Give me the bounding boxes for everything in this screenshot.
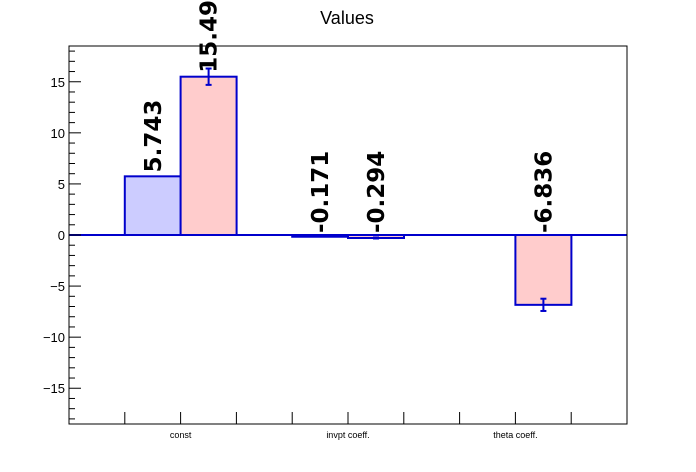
- labels-layer: 5.743 -0.171 15.495 -0.294 -6.836: [141, 0, 558, 233]
- x-category-label: invpt coeff.: [326, 430, 369, 440]
- bar-const-s1: [123, 175, 182, 237]
- chart-title: Values: [320, 8, 374, 28]
- bar-const-s2: [179, 75, 238, 237]
- y-tick-label: 0: [58, 228, 65, 243]
- bar-theta-coeff--s2: [514, 234, 573, 306]
- y-tick-label: 5: [58, 177, 65, 192]
- y-tick-label: −15: [43, 381, 65, 396]
- y-tick-label: 10: [51, 126, 65, 141]
- x-category-label: theta coeff.: [493, 430, 537, 440]
- axis-layer: −15 −10 −5 0 5 10 15 const invpt coeff. theta coe…: [43, 45, 628, 440]
- data-label: 15.495: [197, 0, 223, 73]
- y-tick-label: −10: [43, 330, 65, 345]
- bars-layer: [123, 67, 573, 312]
- y-tick-label: −5: [50, 279, 65, 294]
- x-category-label: const: [170, 430, 192, 440]
- data-label: -6.836: [531, 151, 557, 233]
- data-label: -0.294: [364, 151, 390, 233]
- data-label: 5.743: [141, 100, 167, 173]
- data-label: -0.171: [308, 151, 334, 233]
- y-tick-label: 15: [51, 75, 65, 90]
